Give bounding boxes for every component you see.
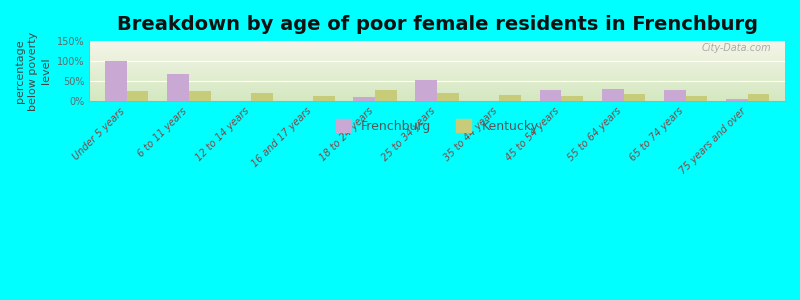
Bar [189, 91, 210, 101]
Bar [748, 94, 770, 101]
Bar [415, 80, 438, 101]
Bar [313, 96, 334, 101]
Bar [602, 89, 623, 101]
Bar [354, 97, 375, 101]
Title: Breakdown by age of poor female residents in Frenchburg: Breakdown by age of poor female resident… [117, 15, 758, 34]
Bar [251, 93, 273, 101]
Bar [726, 99, 748, 101]
Text: City-Data.com: City-Data.com [702, 43, 771, 53]
Bar [105, 61, 126, 101]
Bar [562, 96, 583, 101]
Bar [438, 93, 459, 101]
Legend: Frenchburg, Kentucky: Frenchburg, Kentucky [331, 114, 543, 138]
Bar [126, 92, 149, 101]
Y-axis label: percentage
below poverty
level: percentage below poverty level [15, 32, 51, 111]
Bar [623, 94, 646, 101]
Bar [167, 74, 189, 101]
Bar [686, 96, 707, 101]
Bar [375, 90, 397, 101]
Bar [664, 90, 686, 101]
Bar [540, 90, 562, 101]
Bar [499, 94, 521, 101]
